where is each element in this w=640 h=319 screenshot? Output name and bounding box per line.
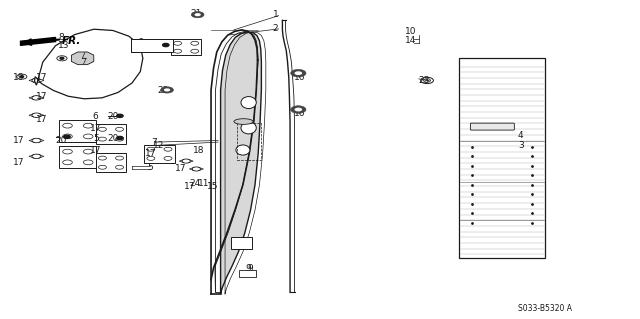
FancyBboxPatch shape bbox=[171, 39, 202, 55]
Text: 22: 22 bbox=[157, 86, 169, 95]
FancyBboxPatch shape bbox=[60, 120, 97, 142]
Text: 21: 21 bbox=[191, 9, 202, 18]
FancyBboxPatch shape bbox=[459, 58, 545, 257]
Text: 17: 17 bbox=[36, 73, 47, 82]
Text: 10: 10 bbox=[404, 27, 416, 36]
Ellipse shape bbox=[241, 122, 256, 134]
Text: 3: 3 bbox=[518, 141, 524, 150]
Text: FR.: FR. bbox=[62, 36, 81, 46]
Text: 17: 17 bbox=[36, 115, 47, 124]
Ellipse shape bbox=[236, 145, 250, 155]
Text: 18: 18 bbox=[193, 145, 205, 154]
Text: 5: 5 bbox=[148, 163, 154, 172]
Text: 17: 17 bbox=[13, 136, 24, 145]
Ellipse shape bbox=[241, 97, 256, 108]
Text: 7: 7 bbox=[152, 137, 157, 147]
Text: 17: 17 bbox=[90, 124, 102, 133]
FancyBboxPatch shape bbox=[96, 153, 126, 172]
Circle shape bbox=[294, 108, 302, 111]
Circle shape bbox=[191, 11, 204, 18]
Polygon shape bbox=[72, 52, 94, 65]
Circle shape bbox=[291, 69, 306, 77]
FancyBboxPatch shape bbox=[239, 270, 255, 277]
Circle shape bbox=[294, 71, 302, 75]
Text: 9: 9 bbox=[247, 264, 253, 273]
Text: 17: 17 bbox=[36, 92, 47, 101]
Text: 5: 5 bbox=[93, 134, 99, 144]
Text: 1: 1 bbox=[273, 10, 278, 19]
Circle shape bbox=[116, 137, 123, 140]
Text: 8: 8 bbox=[58, 33, 64, 42]
Text: 4: 4 bbox=[518, 131, 524, 140]
Text: 16: 16 bbox=[294, 109, 305, 118]
Text: 11: 11 bbox=[198, 179, 210, 188]
Text: 17: 17 bbox=[184, 182, 196, 191]
Text: 17: 17 bbox=[145, 46, 156, 55]
Text: 20: 20 bbox=[108, 112, 118, 121]
Text: 20: 20 bbox=[108, 134, 118, 144]
FancyBboxPatch shape bbox=[131, 39, 173, 52]
FancyBboxPatch shape bbox=[232, 237, 252, 249]
Text: 16: 16 bbox=[294, 73, 305, 82]
Text: 19: 19 bbox=[13, 73, 24, 82]
Text: 6: 6 bbox=[93, 112, 99, 121]
Text: 20: 20 bbox=[55, 136, 67, 145]
Circle shape bbox=[20, 76, 24, 78]
Text: 9: 9 bbox=[246, 264, 252, 273]
FancyBboxPatch shape bbox=[470, 123, 515, 130]
Polygon shape bbox=[35, 29, 143, 99]
Circle shape bbox=[64, 135, 70, 138]
Polygon shape bbox=[20, 37, 56, 45]
Text: 17: 17 bbox=[145, 149, 156, 158]
Text: 23: 23 bbox=[418, 76, 429, 85]
Text: 17: 17 bbox=[175, 165, 187, 174]
Text: 15: 15 bbox=[207, 182, 219, 191]
Text: 2: 2 bbox=[273, 24, 278, 33]
FancyBboxPatch shape bbox=[60, 146, 97, 168]
FancyBboxPatch shape bbox=[96, 124, 126, 144]
Circle shape bbox=[164, 88, 170, 92]
Text: 14: 14 bbox=[404, 36, 416, 45]
Circle shape bbox=[195, 13, 201, 16]
Ellipse shape bbox=[234, 119, 253, 124]
Text: 24: 24 bbox=[189, 179, 201, 188]
Text: 20: 20 bbox=[154, 41, 165, 50]
Text: 17: 17 bbox=[13, 158, 24, 167]
Circle shape bbox=[60, 57, 64, 59]
FancyBboxPatch shape bbox=[131, 39, 173, 52]
Text: 17: 17 bbox=[90, 145, 102, 154]
Text: S033-B5320 A: S033-B5320 A bbox=[518, 304, 572, 313]
Circle shape bbox=[291, 106, 306, 113]
Circle shape bbox=[161, 87, 173, 93]
Circle shape bbox=[163, 43, 169, 47]
Text: 6: 6 bbox=[138, 38, 143, 47]
Text: 13: 13 bbox=[58, 41, 70, 49]
FancyBboxPatch shape bbox=[144, 145, 175, 163]
Polygon shape bbox=[221, 32, 261, 294]
Circle shape bbox=[116, 114, 123, 117]
Text: 12: 12 bbox=[152, 141, 164, 150]
